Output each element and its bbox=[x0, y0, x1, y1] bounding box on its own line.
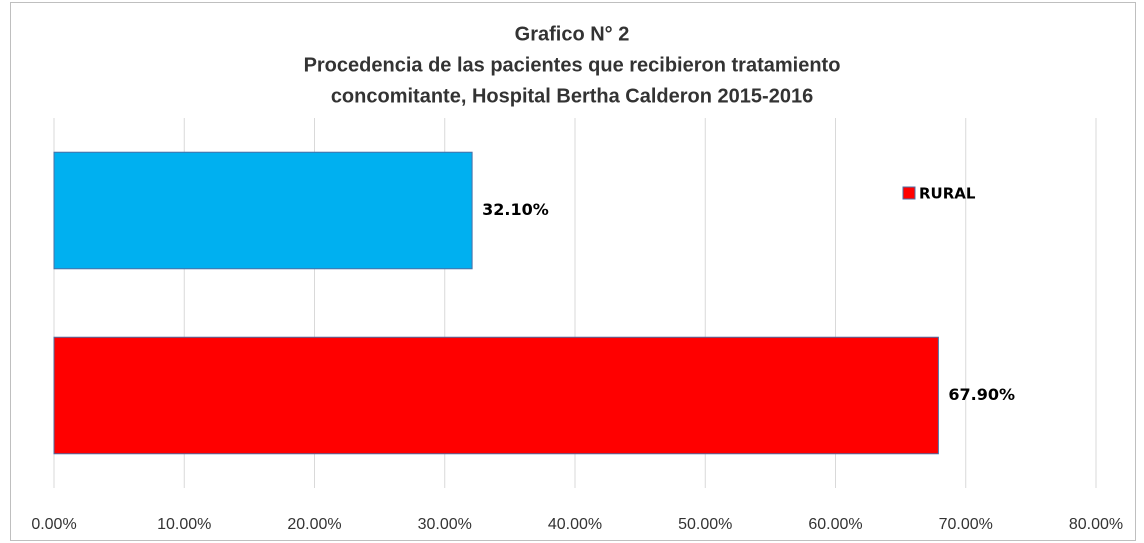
bar bbox=[53, 151, 473, 270]
x-tick-label: 80.00% bbox=[1069, 516, 1123, 533]
chart-border bbox=[10, 2, 1136, 541]
chart-title: Procedencia de las pacientes que recibie… bbox=[304, 54, 841, 76]
x-tick-label: 0.00% bbox=[31, 516, 76, 533]
data-label: 67.90% bbox=[948, 385, 1015, 404]
data-label: 32.10% bbox=[482, 200, 549, 219]
x-tick-label: 10.00% bbox=[157, 516, 211, 533]
x-tick-label: 30.00% bbox=[418, 516, 472, 533]
legend-swatch bbox=[902, 186, 916, 200]
bar bbox=[53, 336, 939, 455]
legend-label: RURAL bbox=[919, 185, 976, 203]
x-tick-label: 70.00% bbox=[939, 516, 993, 533]
x-tick-label: 50.00% bbox=[678, 516, 732, 533]
x-tick-label: 40.00% bbox=[548, 516, 602, 533]
x-tick-label: 60.00% bbox=[808, 516, 862, 533]
x-tick-label: 20.00% bbox=[287, 516, 341, 533]
chart-title: Grafico N° 2 bbox=[515, 23, 630, 45]
chart-title: concomitante, Hospital Bertha Calderon 2… bbox=[331, 85, 813, 107]
